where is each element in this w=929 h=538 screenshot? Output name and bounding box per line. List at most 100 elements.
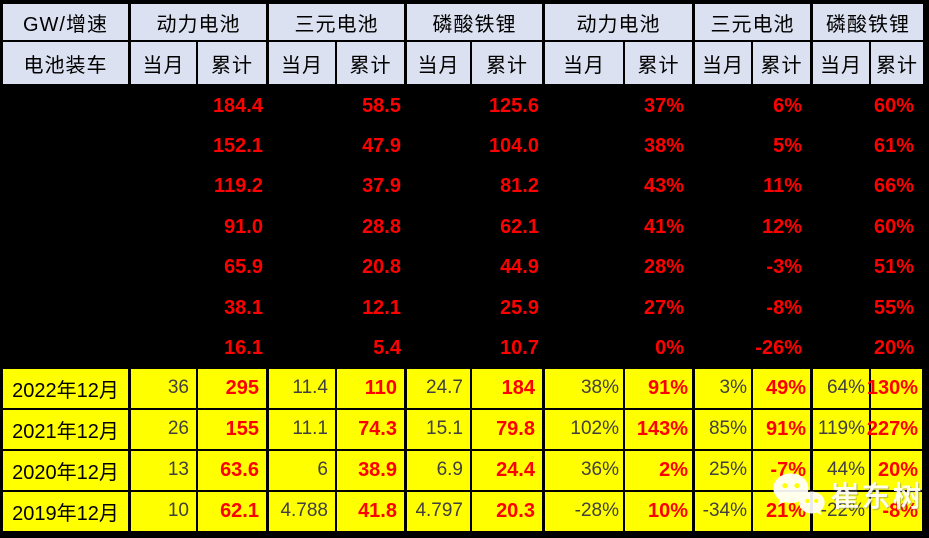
cumulative-value-cell: 25.9 [472, 287, 545, 329]
header-row-sub: 电池装车 当月 累计 当月 累计 当月 累计 当月 累计 当月 累计 当月 累计 [3, 42, 929, 86]
empty-cell [407, 328, 472, 369]
empty-cell [545, 207, 625, 248]
cumulative-value-cell: 143% [625, 409, 695, 451]
month-value-cell: 4.788 [269, 491, 337, 533]
cumulative-value-cell: 60% [871, 86, 925, 127]
month-value-cell: 119% [813, 409, 871, 451]
empty-cell [407, 86, 472, 127]
month-value-cell: 15.1 [407, 409, 472, 451]
empty-cell [131, 166, 198, 208]
cumulative-value-cell: 91% [625, 368, 695, 410]
empty-cell [407, 287, 472, 329]
cumulative-value-cell: 91% [753, 409, 813, 451]
empty-cell [545, 126, 625, 167]
month-value-cell: 3% [695, 368, 753, 410]
sub-header-cumulative: 累计 [753, 42, 813, 86]
cumulative-value-cell: 41.8 [337, 491, 407, 533]
empty-cell [695, 207, 753, 248]
cumulative-value-cell: 12.1 [337, 287, 407, 329]
row-label: 2019年12月 [3, 491, 131, 533]
cumulative-value-cell: 61% [871, 126, 925, 167]
cumulative-value-cell: 49% [753, 368, 813, 410]
cumulative-value-cell: -3% [753, 247, 813, 288]
empty-cell [269, 166, 337, 208]
cumulative-value-cell: -8% [753, 287, 813, 329]
cumulative-value-cell: 81.2 [472, 166, 545, 208]
cumulative-value-cell: 58.5 [337, 86, 407, 127]
cumulative-value-cell: 16.1 [198, 328, 269, 369]
cumulative-value-cell: 104.0 [472, 126, 545, 167]
empty-cell [269, 328, 337, 369]
cumulative-value-cell: 51% [871, 247, 925, 288]
cumulative-value-cell: 28.8 [337, 207, 407, 248]
empty-cell [813, 86, 871, 127]
sub-header-month: 当月 [813, 42, 871, 86]
cumulative-value-cell: 38.9 [337, 450, 407, 492]
row-label-empty [3, 247, 131, 288]
cumulative-value-cell: 79.8 [472, 409, 545, 451]
month-value-cell: -34% [695, 491, 753, 533]
empty-cell [407, 247, 472, 288]
cumulative-value-cell: 37.9 [337, 166, 407, 208]
empty-cell [131, 207, 198, 248]
sub-header-month: 当月 [407, 42, 472, 86]
cumulative-value-cell: 119.2 [198, 166, 269, 208]
sub-header-month: 当月 [545, 42, 625, 86]
corner-cell-bottom: 电池装车 [3, 42, 131, 86]
cumulative-value-cell: -8% [871, 491, 925, 533]
month-value-cell: -22% [813, 491, 871, 533]
month-value-cell: 13 [131, 450, 198, 492]
cumulative-value-cell: 0% [625, 328, 695, 369]
sub-header-cumulative: 累计 [625, 42, 695, 86]
group-header-ternary-volume: 三元电池 [269, 4, 407, 42]
empty-cell [269, 207, 337, 248]
cumulative-value-cell: 227% [867, 409, 925, 451]
sub-header-cumulative: 累计 [472, 42, 545, 86]
month-value-cell: 6 [269, 450, 337, 492]
month-value-cell: 85% [695, 409, 753, 451]
group-header-power-battery-growth: 动力电池 [545, 4, 695, 42]
cumulative-value-cell: 62.1 [198, 491, 269, 533]
month-value-cell: 44% [813, 450, 871, 492]
cumulative-value-cell: 37% [625, 86, 695, 127]
group-header-lfp-volume: 磷酸铁锂 [407, 4, 545, 42]
sub-header-cumulative: 累计 [337, 42, 407, 86]
empty-cell [695, 287, 753, 329]
cumulative-value-cell: 65.9 [198, 247, 269, 288]
empty-cell [407, 126, 472, 167]
cumulative-value-cell: 43% [625, 166, 695, 208]
cumulative-value-cell: 20% [871, 328, 925, 369]
cumulative-value-cell: 10.7 [472, 328, 545, 369]
empty-cell [813, 328, 871, 369]
cumulative-value-cell: 20% [871, 450, 925, 492]
cumulative-value-cell: 5.4 [337, 328, 407, 369]
row-label: 2020年12月 [3, 450, 131, 492]
cumulative-value-cell: 21% [753, 491, 813, 533]
cumulative-value-cell: 27% [625, 287, 695, 329]
row-label-empty [3, 166, 131, 208]
empty-cell [269, 86, 337, 127]
month-value-cell: 10 [131, 491, 198, 533]
empty-cell [131, 287, 198, 329]
cumulative-value-cell: 184.4 [198, 86, 269, 127]
cumulative-value-cell: 55% [871, 287, 925, 329]
cumulative-value-cell: 184 [472, 368, 545, 410]
sub-header-cumulative: 累计 [198, 42, 269, 86]
row-label-empty [3, 207, 131, 248]
cumulative-value-cell: -7% [753, 450, 813, 492]
cumulative-value-cell: 47.9 [337, 126, 407, 167]
month-value-cell: 25% [695, 450, 753, 492]
group-header-ternary-growth: 三元电池 [695, 4, 813, 42]
cumulative-value-cell: 44.9 [472, 247, 545, 288]
month-value-cell: 11.4 [269, 368, 337, 410]
empty-cell [131, 328, 198, 369]
empty-cell [813, 287, 871, 329]
empty-cell [269, 287, 337, 329]
cumulative-value-cell: 24.4 [472, 450, 545, 492]
month-value-cell: 11.1 [269, 409, 337, 451]
cumulative-value-cell: 28% [625, 247, 695, 288]
cumulative-value-cell: 38.1 [198, 287, 269, 329]
cumulative-value-cell: 20.3 [472, 491, 545, 533]
empty-cell [695, 328, 753, 369]
row-label-empty [3, 126, 131, 167]
